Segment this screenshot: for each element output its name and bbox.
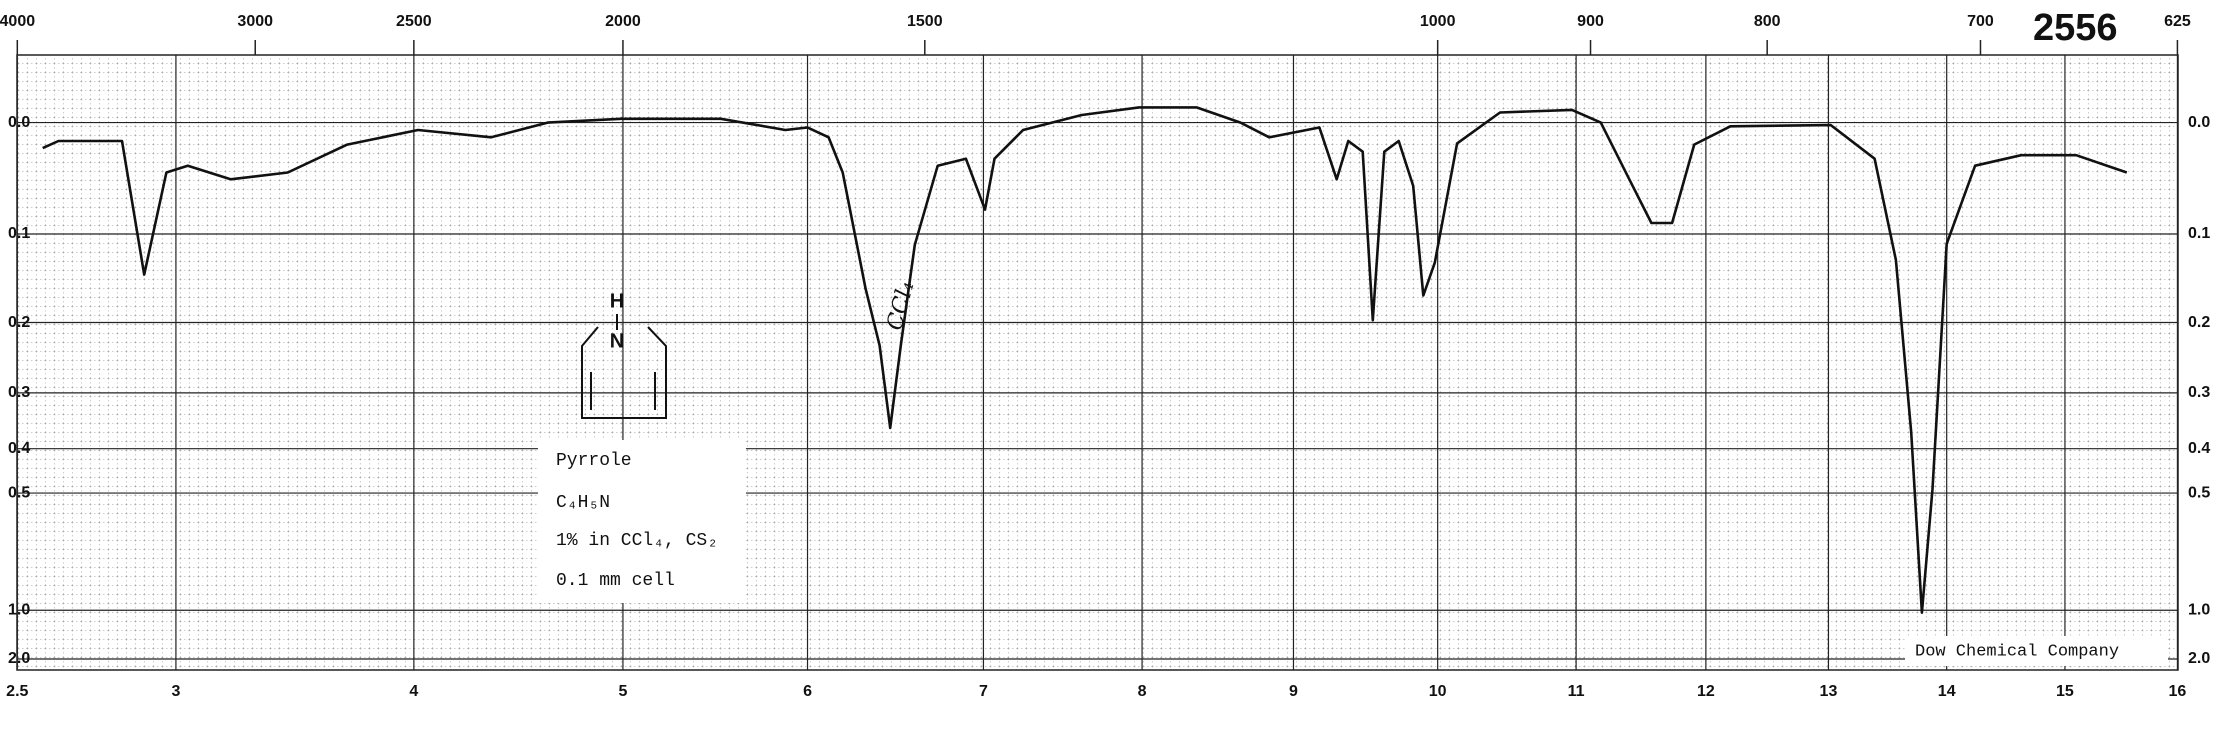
structure-n: N: [610, 330, 624, 352]
y-tick-label-right: 2.0: [2188, 650, 2210, 667]
x-tick-label: 2.5: [6, 683, 28, 700]
y-tick-label: 1.0: [8, 601, 30, 618]
y-tick-label: 0.2: [8, 314, 30, 331]
x2-tick-label: 625: [2164, 13, 2191, 30]
structure: [581, 314, 667, 419]
x-tick-label: 13: [1820, 683, 1838, 700]
x-tick-label: 9: [1289, 683, 1298, 700]
x-tick-label: 7: [979, 683, 988, 700]
x2-tick-label: 1000: [1420, 13, 1456, 30]
x-tick-label: 14: [1938, 683, 1956, 700]
x2-tick-label: 2500: [396, 13, 432, 30]
y-tick-label: 0.0: [8, 114, 30, 131]
y-tick-label-right: 0.5: [2188, 484, 2210, 501]
y-tick-label-right: 1.0: [2188, 601, 2210, 618]
x-tick-label: 5: [618, 683, 627, 700]
cell: 0.1 mm cell: [556, 571, 675, 591]
x-tick-label: 11: [1568, 683, 1585, 700]
y-tick-label-right: 0.1: [2188, 225, 2210, 242]
x-tick-label: 12: [1697, 683, 1715, 700]
source: Dow Chemical Company: [1915, 642, 2119, 661]
y-tick-label-right: 0.2: [2188, 314, 2210, 331]
x-tick-label: 4: [409, 683, 418, 700]
y-tick-label: 0.1: [8, 225, 30, 242]
x2-tick-label: 2000: [605, 13, 641, 30]
x-tick-label: 15: [2056, 683, 2074, 700]
plot-frame: [16, 54, 2179, 671]
info-box: [538, 440, 746, 603]
x2-tick-label: 3000: [237, 13, 273, 30]
x-tick-label: 3: [171, 683, 180, 700]
x-tick-label: 8: [1138, 683, 1147, 700]
x2-tick-label: 1500: [907, 13, 943, 30]
y-tick-label-right: 0.3: [2188, 384, 2210, 401]
solvent: 1% in CCl₄, CS₂: [556, 531, 718, 551]
spectrum-number: 2556: [2033, 7, 2118, 49]
x2-tick-label: 4000: [0, 13, 35, 30]
ring: [581, 326, 667, 419]
structure-h: H: [610, 290, 624, 312]
y-tick-label: 2.0: [8, 650, 30, 667]
y-tick-label: 0.3: [8, 384, 30, 401]
x2-tick-label: 900: [1577, 13, 1604, 30]
y-tick-label-right: 0.0: [2188, 114, 2210, 131]
y-tick-label-right: 0.4: [2188, 440, 2210, 457]
source-box: [1905, 636, 2168, 666]
x2-tick-label: 700: [1967, 13, 1994, 30]
formula: C₄H₅N: [556, 493, 610, 513]
x2-tick-label: 800: [1754, 13, 1781, 30]
grid: [16, 55, 2179, 670]
x-tick-label: 6: [803, 683, 812, 700]
ticks: 0.0 0.0 0.1 0.1 0.2 0.2 0.3 0.3 0.4 0.4 0.5 0.5 1.0 1…: [0, 13, 2210, 700]
spectrum-line: [42, 106, 2128, 614]
x-tick-label: 10: [1429, 683, 1447, 700]
y-tick-label: 0.4: [8, 440, 30, 457]
y-tick-label: 0.5: [8, 484, 30, 501]
compound-name: Pyrrole: [556, 451, 632, 471]
x-tick-label: 16: [2169, 683, 2187, 700]
